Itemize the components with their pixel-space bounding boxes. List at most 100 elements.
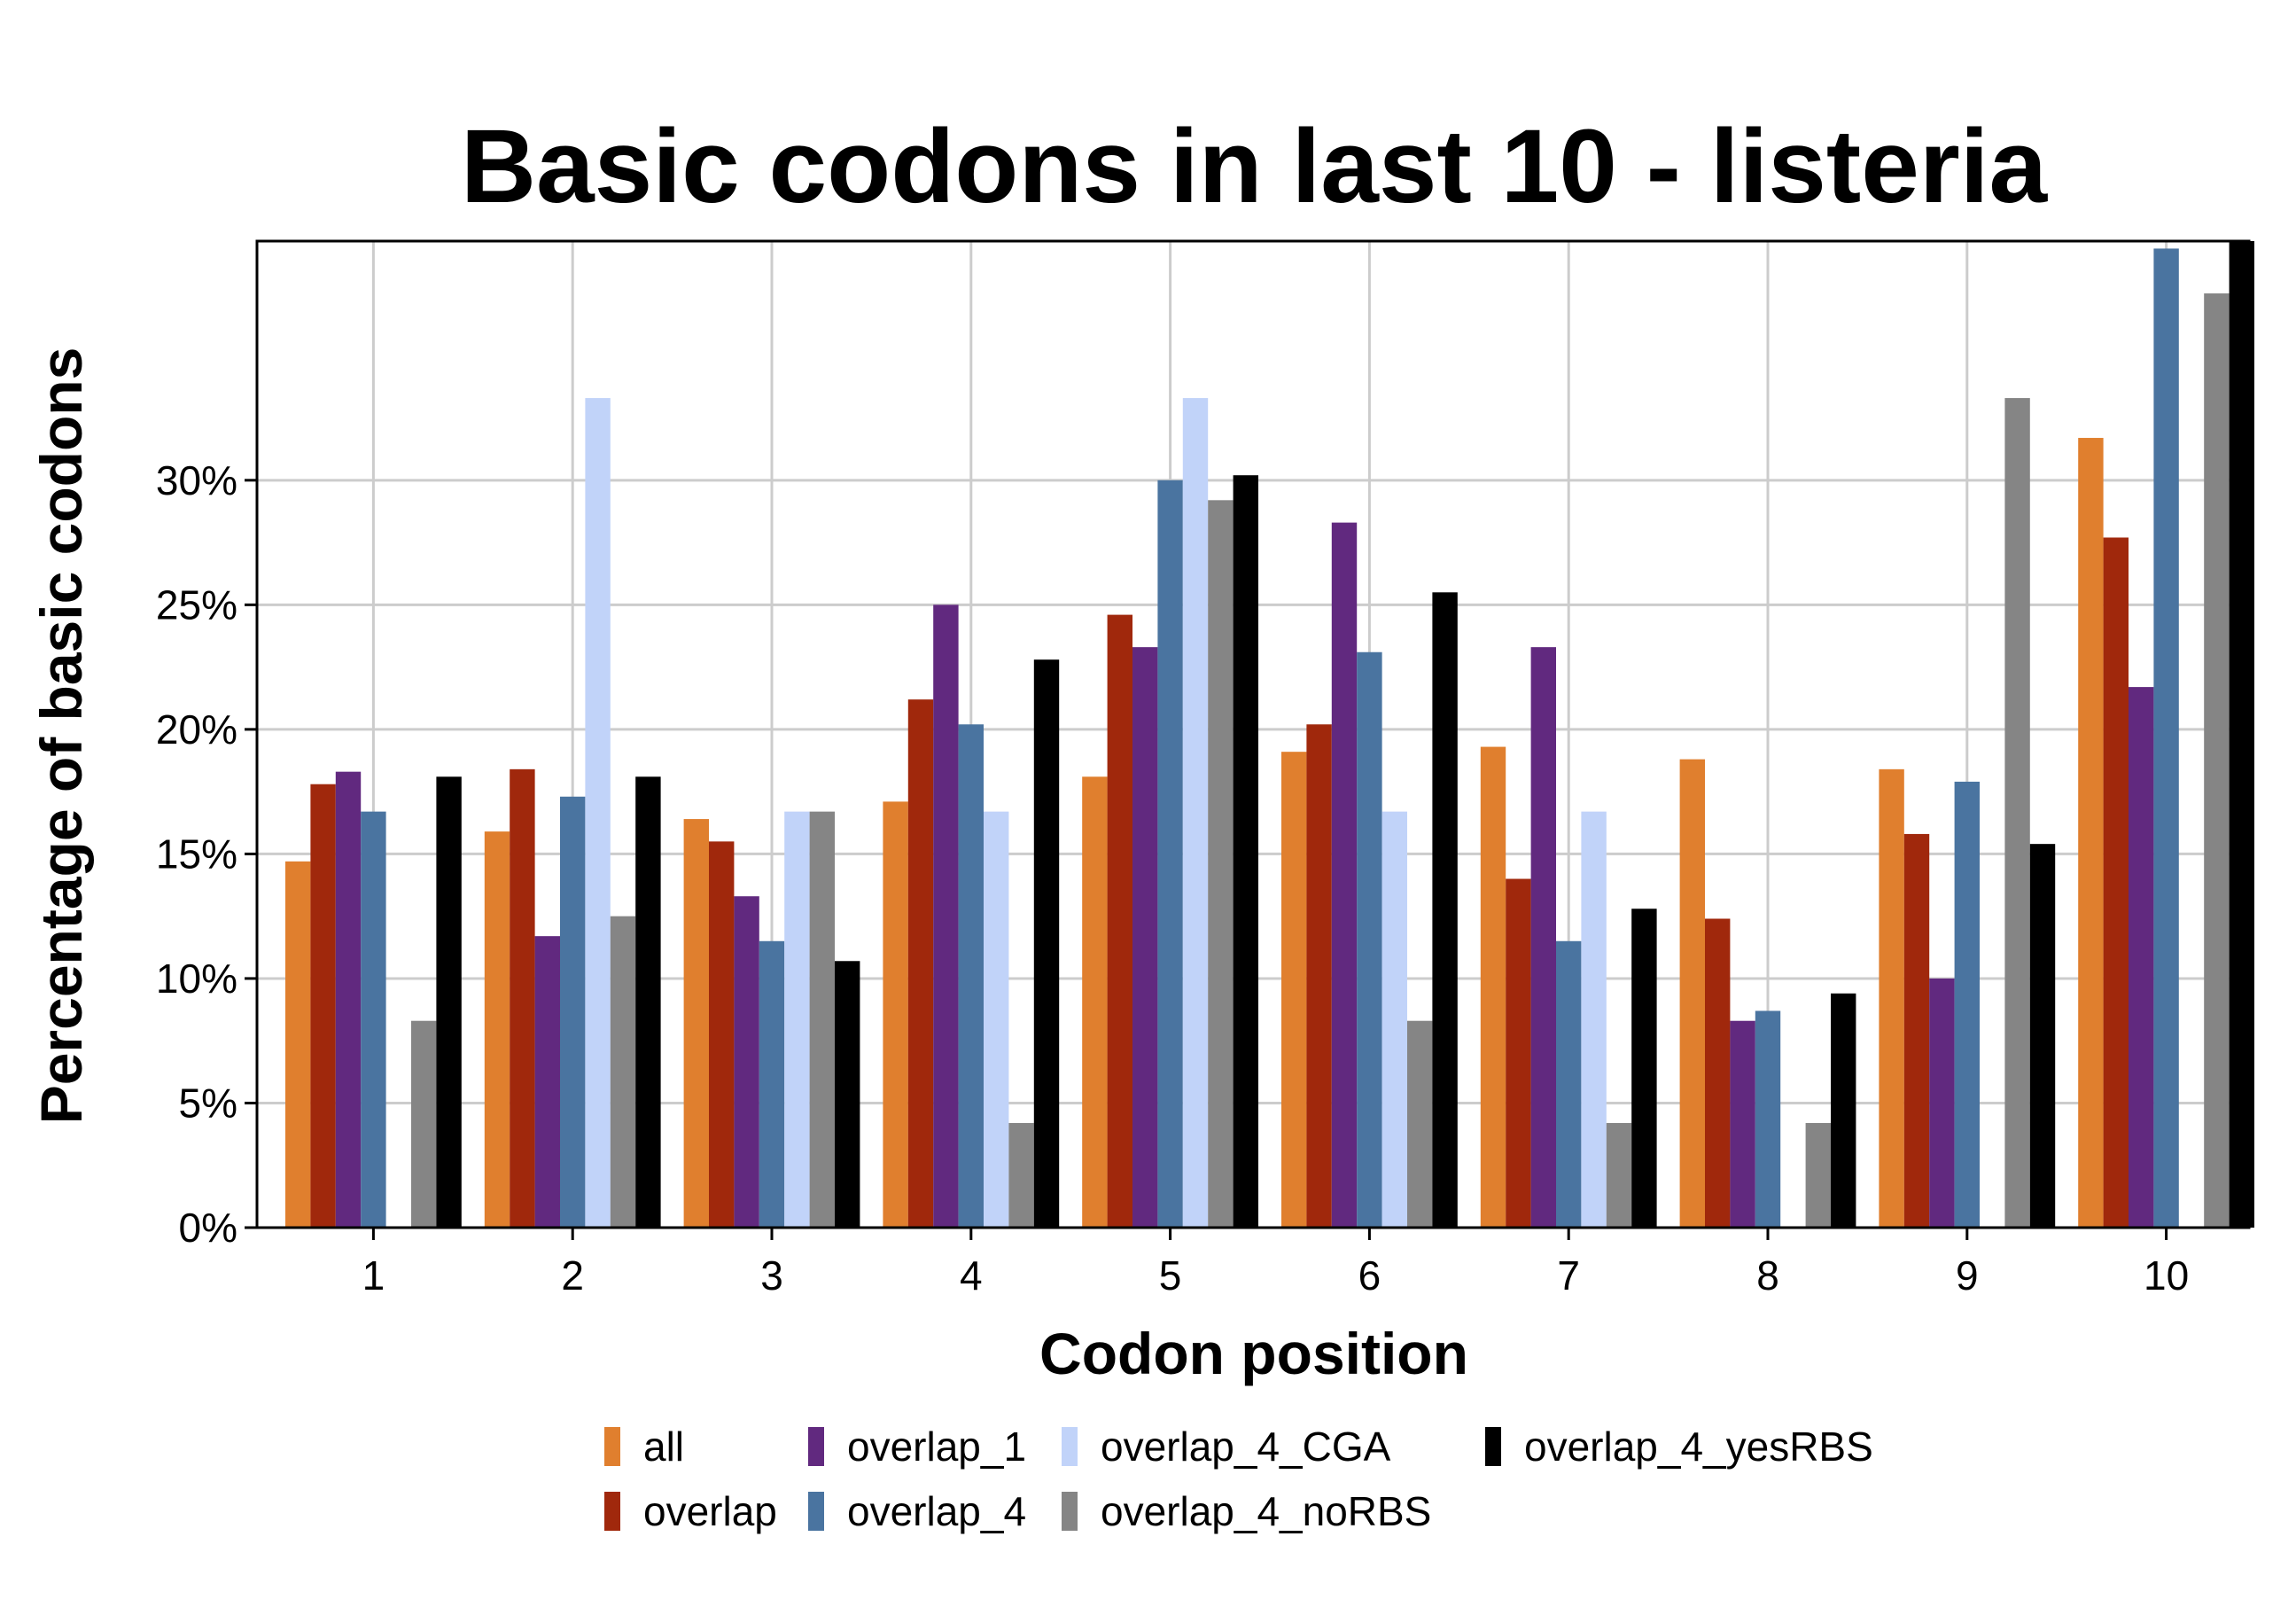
bar-overlap_4_yesRBS-6	[1432, 592, 1458, 1228]
bar-overlap_4-4	[958, 724, 984, 1228]
y-tick-label: 10%	[156, 956, 237, 1002]
bar-overlap_4_CGA-4	[984, 811, 1009, 1228]
x-tick-label: 9	[1956, 1252, 1979, 1299]
y-tick-label: 20%	[156, 706, 237, 753]
legend-label-overlap: overlap	[643, 1488, 777, 1534]
bar-all-2	[484, 831, 510, 1228]
bar-overlap_4_CGA-2	[585, 398, 611, 1228]
bar-overlap_1-7	[1530, 647, 1556, 1228]
y-tick-label: 0%	[179, 1205, 237, 1251]
bar-all-1	[285, 861, 311, 1228]
bar-overlap_4-3	[759, 940, 785, 1228]
x-tick-label: 7	[1557, 1252, 1580, 1299]
bar-all-10	[2078, 438, 2104, 1228]
bar-overlap_4-5	[1157, 480, 1183, 1228]
bar-overlap_1-9	[1929, 978, 1955, 1228]
bar-overlap_4-9	[1954, 781, 1980, 1228]
bar-overlap_4-1	[361, 811, 386, 1228]
plot-frame	[255, 239, 2251, 1229]
chart-title: Basic codons in last 10 - listeria	[461, 108, 2049, 225]
bar-overlap-5	[1107, 614, 1132, 1228]
legend-swatch-overlap	[604, 1492, 620, 1531]
legend-swatch-overlap_1	[808, 1427, 824, 1466]
x-tick-label: 5	[1159, 1252, 1182, 1299]
bar-overlap_1-6	[1331, 522, 1358, 1228]
bar-overlap_4_yesRBS-10	[2229, 241, 2254, 1228]
bar-all-9	[1879, 768, 1904, 1228]
bar-overlap_1-2	[534, 936, 560, 1228]
bar-overlap-7	[1506, 878, 1531, 1228]
y-tick-label: 25%	[156, 581, 237, 628]
y-axis-title: Percentage of basic codons	[28, 347, 94, 1125]
y-tick-label: 5%	[179, 1080, 237, 1126]
bar-overlap_4_noRBS-8	[1805, 1122, 1831, 1228]
legend-label-overlap_4_yesRBS: overlap_4_yesRBS	[1524, 1424, 1873, 1470]
bar-overlap-2	[510, 768, 535, 1228]
bar-overlap_1-4	[933, 604, 959, 1228]
bar-overlap-10	[2103, 537, 2129, 1228]
bar-overlap_1-1	[335, 771, 362, 1228]
bar-overlap_4-7	[1556, 940, 1582, 1228]
bar-overlap_4_noRBS-6	[1407, 1020, 1433, 1228]
x-tick-label: 6	[1358, 1252, 1381, 1299]
y-tick-label: 30%	[156, 457, 237, 503]
bar-overlap_4_noRBS-9	[2004, 398, 2030, 1228]
bar-overlap_1-10	[2129, 687, 2154, 1228]
legend-swatch-overlap_4_CGA	[1062, 1427, 1078, 1466]
bar-overlap_4_yesRBS-2	[635, 776, 661, 1228]
x-tick-label: 4	[960, 1252, 983, 1299]
x-tick-label: 10	[2144, 1252, 2189, 1299]
bar-all-4	[883, 801, 908, 1228]
bar-overlap_1-5	[1132, 647, 1158, 1228]
bar-all-8	[1679, 759, 1705, 1228]
bar-overlap_4_noRBS-4	[1008, 1122, 1034, 1228]
bar-overlap_4-8	[1755, 1010, 1781, 1228]
bar-overlap_4_yesRBS-4	[1033, 659, 1060, 1228]
legend-swatch-overlap_4_noRBS	[1062, 1492, 1078, 1531]
legend-label-overlap_4_noRBS: overlap_4_noRBS	[1101, 1488, 1431, 1534]
bar-overlap_4_yesRBS-9	[2029, 844, 2056, 1228]
bar-overlap-3	[709, 841, 735, 1228]
bar-overlap_1-3	[734, 896, 759, 1228]
bar-overlap_4_yesRBS-3	[835, 961, 860, 1228]
x-tick-label: 2	[561, 1252, 584, 1299]
bar-overlap_4_noRBS-7	[1606, 1122, 1632, 1228]
bar-overlap-1	[310, 784, 336, 1228]
legend-swatch-overlap_4	[808, 1492, 824, 1531]
bar-overlap-6	[1306, 724, 1332, 1228]
legend-swatch-overlap_4_yesRBS	[1485, 1427, 1501, 1466]
x-tick-label: 8	[1756, 1252, 1779, 1299]
bar-overlap-8	[1705, 918, 1731, 1228]
bar-overlap_4_yesRBS-7	[1631, 909, 1657, 1228]
bar-overlap_4_yesRBS-5	[1233, 475, 1258, 1228]
legend-label-overlap_4: overlap_4	[847, 1488, 1026, 1534]
legend-label-overlap_4_CGA: overlap_4_CGA	[1101, 1424, 1391, 1470]
bar-overlap_4_noRBS-5	[1208, 500, 1234, 1228]
bar-overlap-9	[1903, 833, 1930, 1228]
x-tick-label: 1	[362, 1252, 385, 1299]
x-axis-title: Codon position	[1039, 1321, 1468, 1386]
bar-all-5	[1082, 776, 1108, 1228]
bar-overlap_4-6	[1357, 651, 1382, 1228]
bar-overlap_4_CGA-6	[1381, 811, 1407, 1228]
bar-overlap-4	[907, 699, 934, 1228]
bar-overlap_4_noRBS-3	[809, 811, 835, 1228]
bar-overlap_4-10	[2153, 248, 2179, 1228]
bar-overlap_4_CGA-5	[1182, 398, 1209, 1228]
bar-overlap_4_CGA-3	[784, 811, 810, 1228]
bar-overlap_4_noRBS-2	[610, 916, 636, 1228]
bar-all-6	[1281, 752, 1307, 1228]
bar-overlap_1-8	[1730, 1020, 1755, 1228]
x-tick-label: 3	[760, 1252, 783, 1299]
bar-overlap_4_yesRBS-8	[1831, 993, 1856, 1228]
bar-overlap_4_noRBS-10	[2204, 293, 2230, 1228]
legend-swatch-all	[604, 1427, 620, 1466]
legend-label-overlap_1: overlap_1	[847, 1424, 1026, 1470]
bar-overlap_4_yesRBS-1	[436, 776, 462, 1228]
bar-all-3	[683, 819, 709, 1228]
bar-overlap_4-2	[560, 796, 586, 1228]
bar-overlap_4_noRBS-1	[411, 1020, 437, 1228]
bar-all-7	[1480, 746, 1506, 1228]
